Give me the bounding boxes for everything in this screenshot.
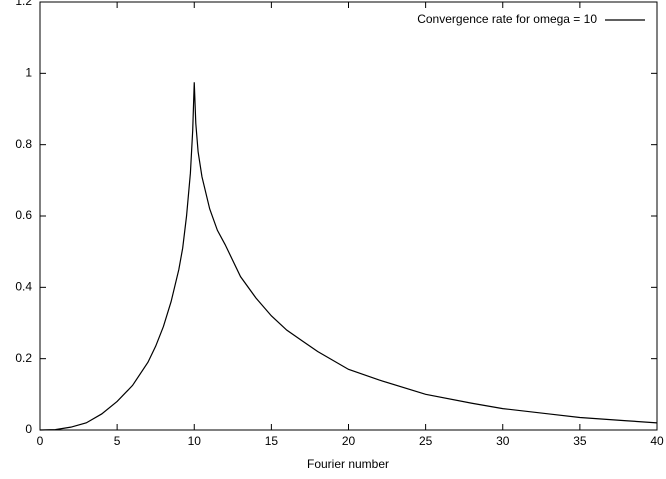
y-tick-label: 1.2 bbox=[15, 0, 32, 8]
legend-label: Convergence rate for omega = 10 bbox=[417, 12, 597, 26]
x-tick-label: 0 bbox=[37, 434, 44, 448]
x-tick-label: 30 bbox=[496, 434, 510, 448]
x-tick-label: 40 bbox=[650, 434, 664, 448]
y-tick-label: 0.6 bbox=[15, 208, 32, 222]
y-tick-label: 0 bbox=[25, 422, 32, 436]
y-tick-label: 0.4 bbox=[15, 280, 32, 294]
y-tick-label: 1 bbox=[25, 66, 32, 80]
x-tick-label: 20 bbox=[342, 434, 356, 448]
x-tick-label: 15 bbox=[265, 434, 279, 448]
line-series bbox=[39, 82, 658, 431]
x-tick-label: 35 bbox=[573, 434, 587, 448]
x-tick-label: 5 bbox=[114, 434, 121, 448]
plot-border bbox=[39, 1, 658, 431]
y-tick-label: 0.2 bbox=[15, 351, 32, 365]
x-tick-label: 25 bbox=[419, 434, 433, 448]
y-tick-label: 0.8 bbox=[15, 137, 32, 151]
x-tick-label: 10 bbox=[188, 434, 202, 448]
x-axis-label: Fourier number bbox=[307, 457, 389, 471]
